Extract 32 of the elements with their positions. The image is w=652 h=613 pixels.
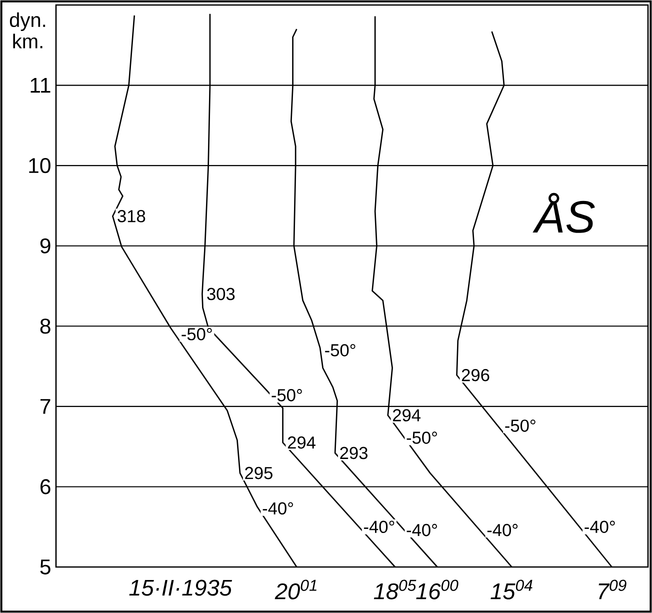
y-tick-label: 7 — [40, 399, 50, 414]
annotation: -40° — [584, 520, 615, 533]
annotation: -50° — [325, 344, 356, 356]
y-tick-label: 8 — [40, 318, 50, 334]
annotation: -40° — [364, 520, 394, 533]
annotation: -50° — [182, 328, 212, 340]
y-tick-label: 5 — [40, 560, 50, 574]
annotation: 296 — [462, 368, 490, 382]
text: 15·II·1935 — [129, 580, 232, 596]
annotation: -40° — [262, 502, 293, 515]
series-label: 18$^{05}$ — [374, 580, 416, 600]
annotation: -50° — [505, 420, 536, 432]
annotation: 318 — [118, 210, 146, 222]
series-label: 7$^{09}$ — [598, 580, 626, 600]
annotation: 294 — [288, 436, 316, 449]
annotation: -40° — [487, 524, 518, 536]
y-tick-label: 9 — [40, 238, 50, 254]
series-label: 16$^{00}$ — [416, 580, 458, 600]
annotation: -50° — [272, 389, 302, 402]
annotation: 295 — [245, 466, 272, 480]
annotation: 294 — [393, 409, 421, 422]
annotation: 293 — [340, 446, 368, 460]
annotation: -50° — [406, 432, 437, 444]
annotation: -40° — [406, 524, 437, 536]
series-label: 20$^{01}$ — [274, 580, 316, 600]
y-tick-label: 11 — [30, 78, 50, 93]
annotation: 303 — [207, 288, 235, 300]
y-axis-title: dyn. km. — [10, 12, 46, 48]
y-tick-label: 10 — [29, 158, 50, 174]
annotation: ÅS — [532, 192, 595, 233]
series-label: 15$^{04}$ — [490, 580, 532, 600]
y-tick-label: 6 — [40, 479, 50, 494]
